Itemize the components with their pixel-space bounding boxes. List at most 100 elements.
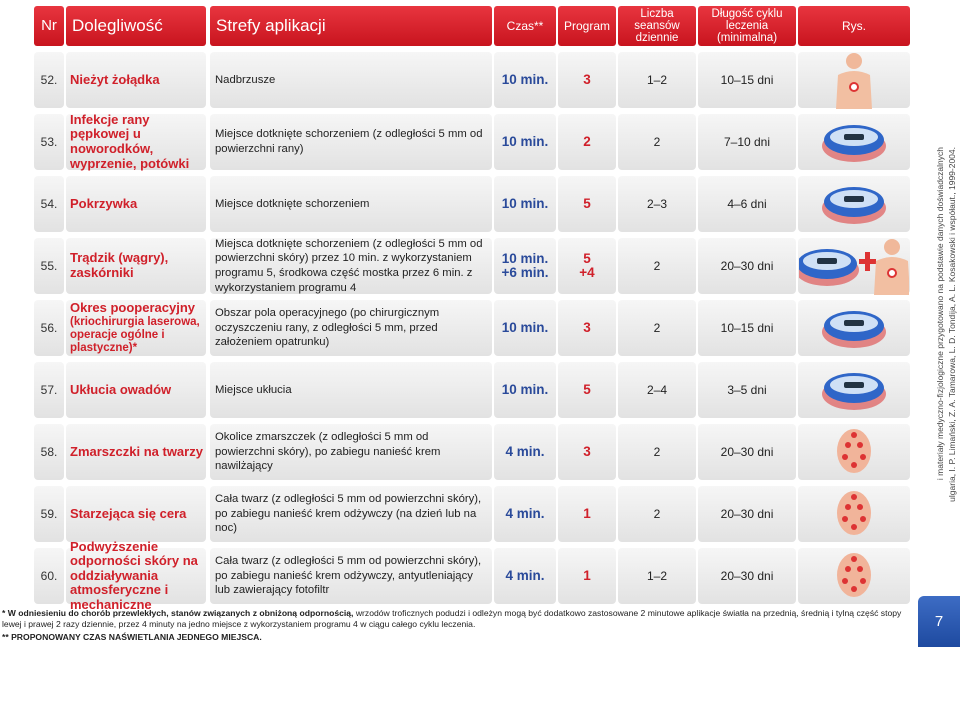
duration-line: 10 min.: [501, 133, 549, 149]
cycle-length: 7–10 dni: [698, 114, 796, 170]
header-cell: Program: [558, 6, 616, 46]
side-strip: i materiały medyczno-fizjologiczne przyg…: [920, 0, 960, 610]
row-number: 56.: [34, 300, 64, 356]
program: 3: [558, 300, 616, 356]
page: Nr Dolegliwość Strefy aplikacji Czas** Progr…: [2, 0, 960, 647]
duration: 10 min.: [494, 114, 556, 170]
header-cell: Strefy aplikacji: [210, 6, 492, 46]
duration-line: 10 min.: [501, 381, 549, 397]
condition-name: Infekcje rany pępkowej u noworodków, wyp…: [70, 111, 190, 171]
footnote: * W odniesieniu do chorób przewlekłych, …: [2, 608, 914, 629]
duration-line: 10 min.: [501, 319, 549, 335]
header-cell: Czas**: [494, 6, 556, 46]
program-line: 1: [583, 567, 591, 583]
sessions: 2–3: [618, 176, 696, 232]
application-zone: Miejsce dotknięte schorzeniem (z odległo…: [210, 114, 492, 170]
cycle-length: 20–30 dni: [698, 548, 796, 604]
header-cell: Liczba seansów dziennie: [618, 6, 696, 46]
program-line: 5: [583, 250, 591, 266]
cycle-length: 3–5 dni: [698, 362, 796, 418]
illustration: [822, 373, 886, 410]
duration-line: 10 min.: [501, 71, 549, 87]
sessions: 2: [618, 486, 696, 542]
sessions: 1–2: [618, 548, 696, 604]
program-line: 3: [583, 443, 591, 459]
illustration: [822, 187, 886, 224]
duration: 10 min. +6 min.: [494, 238, 556, 294]
row-number: 60.: [34, 548, 64, 604]
duration: 4 min.: [494, 548, 556, 604]
program-line: 2: [583, 133, 591, 149]
program: 3: [558, 424, 616, 480]
program: 2: [558, 114, 616, 170]
application-zone: Nadbrzusze: [210, 52, 492, 108]
application-zone: Cała twarz (z odległości 5 mm od powierz…: [210, 486, 492, 542]
header-cell: Dolegliwość: [66, 6, 206, 46]
duration-line: 4 min.: [505, 443, 545, 459]
cycle-length: 10–15 dni: [698, 300, 796, 356]
duration-line: 4 min.: [505, 567, 545, 583]
condition: Ukłucia owadów: [66, 362, 206, 418]
duration: 4 min.: [494, 486, 556, 542]
duration-line: 4 min.: [505, 505, 545, 521]
application-zone: Okolice zmarszczek (z odległości 5 mm od…: [210, 424, 492, 480]
row-number: 52.: [34, 52, 64, 108]
duration: 4 min.: [494, 424, 556, 480]
row-number: 58.: [34, 424, 64, 480]
condition: Infekcje rany pępkowej u noworodków, wyp…: [66, 111, 206, 171]
duration-line: 10 min.: [501, 250, 549, 266]
condition-name: Nieżyt żołądka: [70, 71, 160, 87]
application-zone: Obszar pola operacyjnego (po chirurgiczn…: [210, 300, 492, 356]
application-zone: Miejsce dotknięte schorzeniem: [210, 176, 492, 232]
illustration: [822, 311, 886, 348]
program: 1: [558, 548, 616, 604]
row-number: 57.: [34, 362, 64, 418]
duration-line: +6 min.: [501, 265, 549, 280]
illustration: [822, 125, 886, 162]
condition-name: Okres pooperacyjny: [70, 300, 195, 316]
condition: Trądzik (wągry), zaskórniki: [66, 238, 206, 294]
header-cell: Długość cyklu leczenia (minimalna): [698, 6, 796, 46]
cycle-length: 20–30 dni: [698, 424, 796, 480]
illustration: [837, 553, 871, 597]
condition: Pokrzywka: [66, 176, 206, 232]
program-line: 3: [583, 319, 591, 335]
condition-name: Podwyższenie odporności skóry na oddział…: [70, 538, 198, 612]
program-line: +4: [579, 265, 595, 280]
condition-name: Pokrzywka: [70, 195, 138, 211]
condition: Zmarszczki na twarzy: [66, 424, 206, 480]
duration: 10 min.: [494, 52, 556, 108]
illustration: [837, 429, 871, 473]
condition: Okres pooperacyjny (kriochirurgia laserow…: [66, 300, 206, 356]
illustration: [799, 239, 909, 295]
duration-line: 10 min.: [501, 195, 549, 211]
program: 1: [558, 486, 616, 542]
program-line: 5: [583, 381, 591, 397]
sessions: 2: [618, 300, 696, 356]
program: 5 +4: [558, 238, 616, 294]
illustration: [837, 491, 871, 535]
condition-name: Starzejąca się cera: [70, 505, 187, 521]
program: 5: [558, 176, 616, 232]
row-number: 55.: [34, 238, 64, 294]
footnote: ** PROPONOWANY CZAS NAŚWIETLANIA JEDNEGO…: [2, 632, 262, 642]
condition-name: Zmarszczki na twarzy: [70, 443, 203, 459]
application-zone: Miejsca dotknięte schorzeniem (z odległo…: [210, 238, 492, 294]
sessions: 1–2: [618, 52, 696, 108]
condition-name: Ukłucia owadów: [70, 381, 172, 397]
page-number: 7: [918, 596, 960, 647]
condition: Podwyższenie odporności skóry na oddział…: [66, 539, 206, 612]
duration: 10 min.: [494, 176, 556, 232]
illustration: [836, 53, 872, 109]
application-zone: Cała twarz (z odległości 5 mm od powierz…: [210, 548, 492, 604]
program: 3: [558, 52, 616, 108]
sessions: 2: [618, 238, 696, 294]
program: 5: [558, 362, 616, 418]
program-line: 5: [583, 195, 591, 211]
program-line: 3: [583, 71, 591, 87]
application-zone: Miejsce ukłucia: [210, 362, 492, 418]
sessions: 2: [618, 424, 696, 480]
footnote-text: wrzodów troficznych podudzi i odleżyn mo…: [2, 608, 902, 629]
sessions: 2–4: [618, 362, 696, 418]
footnote-bold: * W odniesieniu do chorób przewlekłych, …: [2, 608, 354, 618]
